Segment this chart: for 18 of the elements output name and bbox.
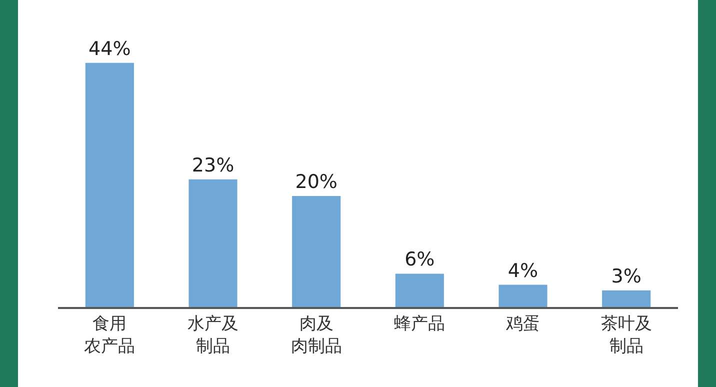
bar <box>602 290 651 307</box>
bar <box>85 62 134 307</box>
x-tick-label: 茶叶及制品 <box>600 314 652 356</box>
bar <box>292 196 341 307</box>
x-tick-label: 食用农产品 <box>84 314 136 356</box>
x-tick-label: 水产及制品 <box>188 314 238 356</box>
data-label: 20% <box>295 171 338 194</box>
x-tick-label: 肉及肉制品 <box>290 314 342 356</box>
bar <box>395 274 444 307</box>
data-label: 6% <box>404 248 435 271</box>
bar <box>498 284 548 307</box>
data-label: 3% <box>611 265 642 288</box>
data-label: 23% <box>192 154 234 176</box>
data-label: 4% <box>508 260 538 282</box>
data-label: 44% <box>88 38 131 60</box>
x-tick-label: 蜂产品 <box>394 314 446 334</box>
x-tick-label: 鸡蛋 <box>505 314 540 334</box>
bar <box>188 179 238 307</box>
